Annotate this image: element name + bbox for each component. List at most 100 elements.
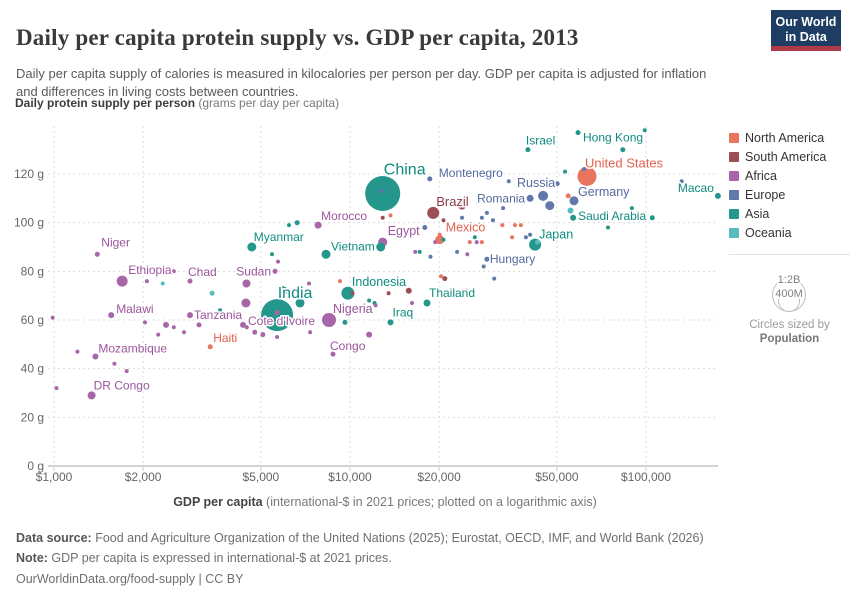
bubble-brazil[interactable]	[427, 206, 440, 219]
data-point[interactable]	[523, 235, 528, 240]
country-label-myanmar[interactable]: Myanmar	[252, 229, 305, 246]
data-point[interactable]	[563, 169, 568, 174]
country-label-macao[interactable]: Macao	[676, 179, 715, 196]
bubble-ethiopia[interactable]	[116, 275, 128, 287]
data-point[interactable]	[417, 249, 422, 254]
data-point[interactable]	[679, 179, 684, 184]
country-label-indonesia[interactable]: Indonesia	[350, 274, 407, 291]
bubble-vietnam[interactable]	[321, 249, 331, 259]
data-point[interactable]	[144, 279, 149, 284]
legend-item-europe[interactable]: Europe	[729, 185, 850, 204]
data-point[interactable]	[294, 220, 300, 226]
data-point[interactable]	[428, 254, 433, 259]
data-point[interactable]	[528, 232, 533, 237]
data-point[interactable]	[501, 206, 506, 211]
data-point[interactable]	[342, 319, 348, 325]
data-point[interactable]	[54, 386, 59, 391]
data-point[interactable]	[388, 213, 393, 218]
bubble-mexico[interactable]	[435, 235, 445, 245]
data-point[interactable]	[500, 223, 505, 228]
country-label-haiti[interactable]: Haiti	[212, 329, 239, 346]
bubble-romania[interactable]	[526, 194, 534, 202]
data-point[interactable]	[478, 223, 482, 228]
data-point[interactable]	[379, 189, 384, 193]
data-point[interactable]	[460, 215, 464, 220]
data-point[interactable]	[196, 322, 202, 328]
bubble-mozambique[interactable]	[92, 353, 99, 360]
country-label-hong-kong[interactable]: Hong Kong	[582, 129, 645, 146]
country-label-egypt[interactable]: Egypt	[386, 223, 421, 240]
legend-item-north-america[interactable]: North America	[729, 128, 850, 147]
data-point[interactable]	[156, 332, 161, 337]
bubble-thailand[interactable]	[423, 299, 431, 307]
legend-item-africa[interactable]: Africa	[729, 166, 850, 185]
data-point[interactable]	[629, 206, 634, 211]
data-point[interactable]	[437, 232, 442, 237]
data-point[interactable]	[405, 287, 412, 294]
bubble-saudi-arabia[interactable]	[570, 214, 577, 221]
country-label-malawi[interactable]: Malawi	[115, 301, 155, 318]
bubble-sudan[interactable]	[272, 268, 278, 274]
country-label-morocco[interactable]: Morocco	[320, 208, 369, 225]
bubble-hong-kong[interactable]	[575, 130, 581, 136]
data-point[interactable]	[481, 264, 486, 269]
data-point[interactable]	[386, 291, 391, 296]
owid-logo[interactable]: Our World in Data	[771, 10, 841, 51]
data-point[interactable]	[490, 218, 495, 223]
data-point[interactable]	[565, 193, 571, 199]
bubble-haiti[interactable]	[207, 344, 213, 350]
data-point[interactable]	[442, 276, 448, 282]
bubble-germany[interactable]	[569, 196, 579, 206]
data-point[interactable]	[422, 225, 428, 230]
data-point[interactable]	[163, 321, 169, 328]
data-point[interactable]	[464, 288, 469, 293]
country-label-india[interactable]: India	[276, 284, 314, 304]
data-point[interactable]	[182, 330, 186, 335]
data-point[interactable]	[606, 225, 610, 230]
data-point[interactable]	[361, 305, 366, 310]
data-point[interactable]	[209, 290, 215, 296]
data-point[interactable]	[295, 298, 305, 308]
country-label-congo[interactable]: Congo	[329, 338, 368, 355]
data-point[interactable]	[241, 298, 251, 308]
data-point[interactable]	[506, 179, 511, 184]
data-point[interactable]	[401, 230, 405, 235]
country-label-chad[interactable]: Chad	[187, 264, 219, 281]
owid-url-link[interactable]: OurWorldinData.org/food-supply	[16, 571, 196, 586]
data-point[interactable]	[510, 235, 515, 240]
data-point[interactable]	[373, 303, 378, 308]
data-point[interactable]	[124, 369, 129, 374]
country-label-germany[interactable]: Germany	[577, 183, 632, 200]
data-point[interactable]	[465, 252, 470, 257]
bubble-tanzania[interactable]	[187, 312, 193, 319]
country-label-china[interactable]: China	[382, 160, 427, 180]
bubble-hungary[interactable]	[484, 256, 490, 262]
data-point[interactable]	[278, 286, 288, 296]
data-point[interactable]	[307, 281, 311, 286]
country-label-brazil[interactable]: Brazil	[435, 192, 471, 210]
data-point[interactable]	[582, 167, 587, 172]
bubble-united-states[interactable]	[577, 166, 597, 186]
data-point[interactable]	[554, 181, 560, 187]
country-label-sudan[interactable]: Sudan	[235, 263, 273, 280]
data-point[interactable]	[472, 235, 477, 240]
country-label-russia[interactable]: Russia	[515, 174, 556, 191]
bubble-congo[interactable]	[330, 351, 336, 357]
bubble-nigeria[interactable]	[322, 313, 336, 327]
bubble-china[interactable]	[365, 176, 401, 211]
data-point[interactable]	[517, 195, 523, 201]
data-point[interactable]	[455, 249, 460, 254]
bubble-iraq[interactable]	[387, 319, 394, 326]
data-point[interactable]	[376, 242, 386, 252]
data-point[interactable]	[244, 325, 249, 330]
data-point[interactable]	[274, 310, 280, 316]
data-point[interactable]	[474, 240, 479, 245]
bubble-montenegro[interactable]	[427, 176, 433, 182]
bubble-dr-congo[interactable]	[87, 391, 96, 400]
data-point[interactable]	[308, 330, 313, 335]
data-point[interactable]	[252, 329, 258, 335]
country-label-mexico[interactable]: Mexico	[444, 219, 487, 236]
data-point[interactable]	[160, 281, 165, 286]
data-point[interactable]	[338, 279, 342, 284]
country-label-romania[interactable]: Romania	[476, 190, 527, 207]
